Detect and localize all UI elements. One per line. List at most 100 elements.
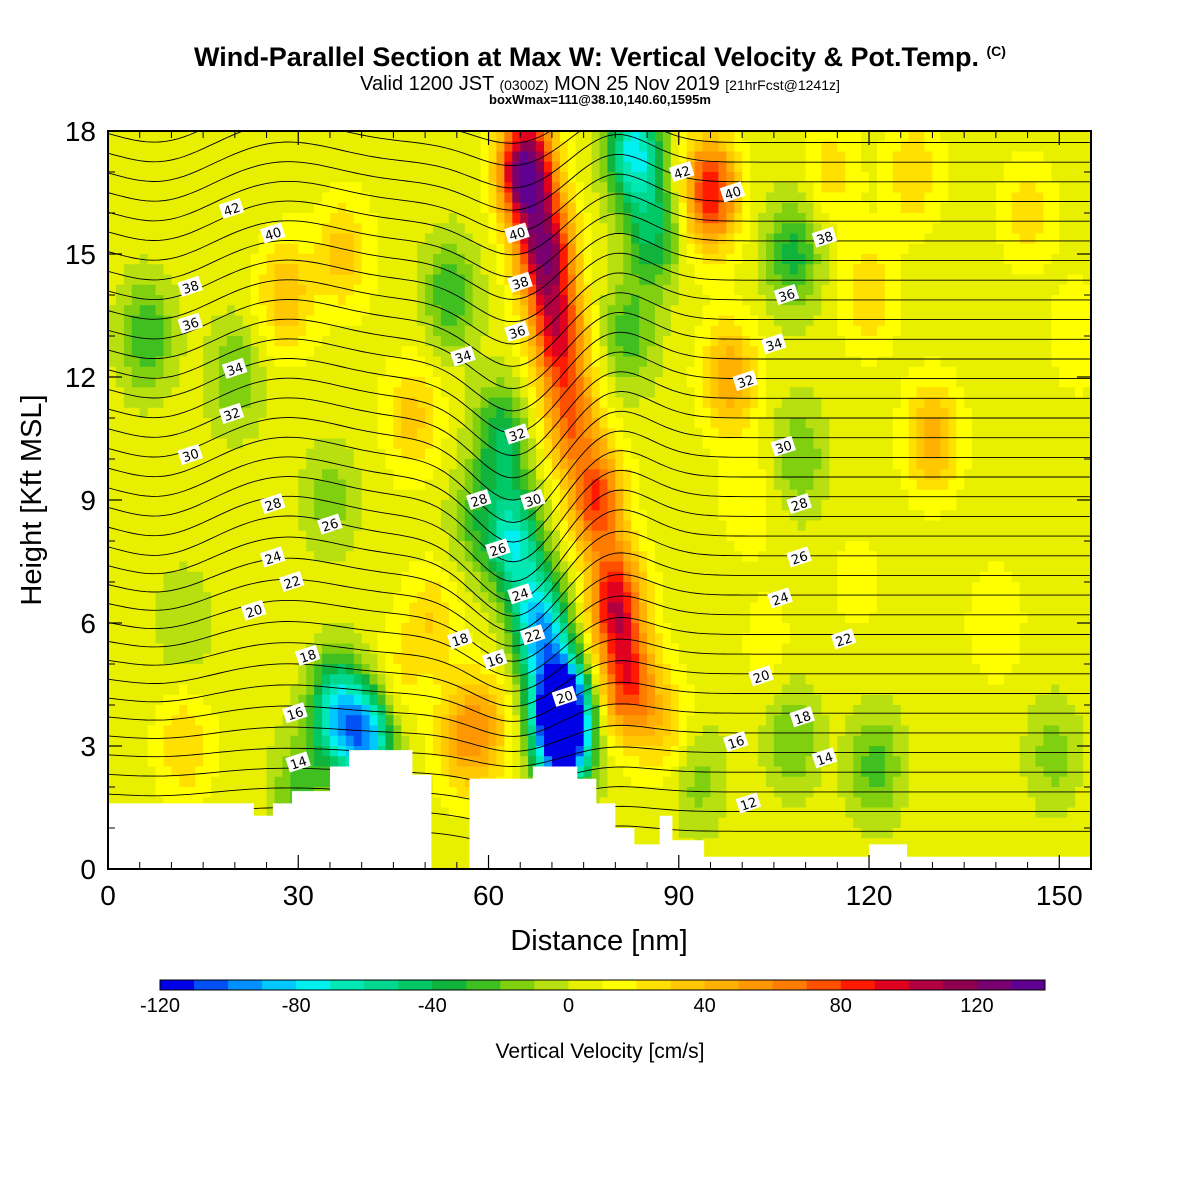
velocity-cell (108, 295, 117, 306)
velocity-cell (536, 397, 545, 409)
velocity-cell (211, 172, 220, 183)
velocity-cell (536, 469, 545, 481)
velocity-cell (187, 418, 196, 429)
velocity-cell (115, 161, 125, 173)
velocity-cell (964, 356, 973, 368)
velocity-cell (861, 428, 870, 440)
velocity-cell (1035, 397, 1045, 409)
velocity-cell (139, 500, 149, 511)
velocity-cell (987, 387, 997, 399)
velocity-cell (734, 223, 743, 235)
velocity-cell (972, 469, 981, 481)
velocity-cell (337, 489, 347, 501)
velocity-cell (805, 172, 815, 183)
velocity-cell (1083, 243, 1091, 255)
velocity-cell (218, 151, 228, 163)
velocity-cell (559, 510, 569, 522)
velocity-cell (956, 459, 965, 470)
velocity-cell (583, 387, 593, 399)
velocity-cell (1035, 387, 1045, 399)
velocity-cell (789, 172, 799, 183)
velocity-cell (440, 479, 450, 491)
velocity-cell (845, 346, 854, 358)
velocity-cell (559, 336, 569, 347)
velocity-cell (980, 202, 989, 214)
velocity-cell (163, 459, 173, 470)
velocity-cell (789, 479, 799, 491)
velocity-cell (131, 254, 141, 265)
velocity-cell (892, 202, 902, 214)
velocity-cell (995, 264, 1005, 276)
velocity-cell (314, 377, 323, 388)
velocity-cell (258, 356, 268, 368)
velocity-cell (139, 428, 149, 440)
velocity-cell (187, 356, 196, 368)
velocity-cell (1067, 397, 1076, 409)
velocity-cell (369, 202, 379, 214)
velocity-cell (742, 418, 751, 429)
velocity-cell (504, 469, 513, 481)
velocity-cell (559, 489, 569, 501)
velocity-cell (1035, 151, 1045, 163)
velocity-cell (115, 459, 125, 470)
velocity-cell (409, 407, 418, 419)
velocity-cell (314, 141, 323, 153)
velocity-cell (425, 141, 434, 153)
velocity-cell (623, 530, 632, 542)
velocity-cell (1035, 479, 1045, 491)
velocity-cell (187, 366, 196, 378)
velocity-cell (496, 284, 505, 296)
velocity-cell (710, 182, 720, 194)
velocity-cell (417, 141, 426, 153)
velocity-cell (1083, 151, 1091, 163)
velocity-cell (393, 182, 402, 194)
velocity-cell (892, 305, 902, 317)
velocity-cell (916, 479, 926, 491)
velocity-cell (734, 418, 743, 429)
velocity-cell (544, 510, 553, 522)
velocity-cell (369, 469, 379, 481)
velocity-cell (837, 151, 846, 163)
velocity-cell (544, 366, 553, 378)
velocity-cell (623, 448, 632, 460)
velocity-cell (837, 213, 846, 224)
velocity-cell (797, 438, 807, 450)
velocity-cell (218, 315, 228, 327)
velocity-cell (781, 254, 791, 265)
velocity-cell (353, 500, 363, 511)
velocity-cell (591, 479, 601, 491)
velocity-cell (314, 254, 323, 265)
velocity-cell (980, 233, 989, 245)
velocity-cell (448, 202, 458, 214)
velocity-cell (250, 192, 260, 204)
velocity-cell (266, 284, 276, 296)
velocity-cell (631, 151, 640, 163)
velocity-cell (567, 356, 577, 368)
velocity-cell (131, 418, 141, 429)
velocity-cell (678, 202, 688, 214)
velocity-cell (1067, 377, 1076, 388)
velocity-cell (1035, 192, 1045, 204)
velocity-cell (734, 397, 743, 409)
velocity-cell (789, 202, 799, 214)
velocity-cell (821, 520, 830, 532)
velocity-cell (337, 377, 347, 388)
velocity-cell (496, 418, 505, 429)
velocity-cell (155, 336, 165, 347)
velocity-cell (1059, 407, 1068, 419)
velocity-cell (250, 541, 260, 552)
velocity-cell (520, 161, 529, 173)
velocity-cell (631, 182, 640, 194)
velocity-cell (987, 459, 997, 470)
velocity-cell (980, 387, 989, 399)
velocity-cell (765, 520, 775, 532)
velocity-cell (171, 264, 180, 276)
velocity-cell (274, 346, 284, 358)
velocity-cell (290, 192, 299, 204)
velocity-cell (694, 305, 704, 317)
velocity-cell (369, 295, 379, 306)
velocity-cell (916, 284, 926, 296)
velocity-cell (1019, 346, 1029, 358)
velocity-cell (369, 479, 379, 491)
velocity-cell (702, 438, 712, 450)
